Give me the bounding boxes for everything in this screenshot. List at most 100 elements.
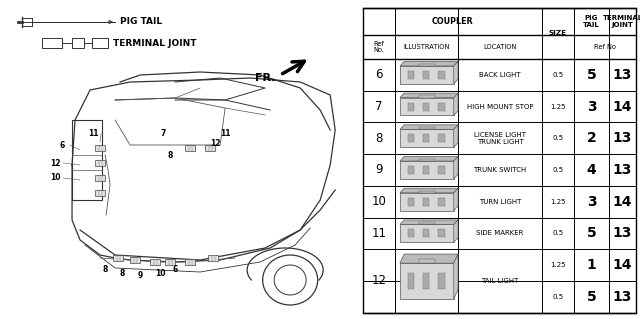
Bar: [419, 222, 435, 225]
Text: 5: 5: [587, 226, 596, 241]
Text: 11: 11: [220, 129, 230, 137]
Text: Ref No: Ref No: [594, 44, 616, 50]
Text: TURN LIGHT: TURN LIGHT: [479, 199, 521, 205]
Bar: [95, 160, 105, 166]
Text: 1: 1: [587, 258, 596, 272]
Bar: [423, 134, 429, 142]
Polygon shape: [400, 220, 458, 225]
Bar: [150, 259, 160, 265]
Text: 10: 10: [371, 195, 387, 208]
Text: 8: 8: [375, 132, 383, 145]
Bar: [438, 229, 445, 237]
FancyBboxPatch shape: [400, 193, 454, 211]
Bar: [113, 255, 123, 261]
Polygon shape: [454, 62, 458, 84]
FancyBboxPatch shape: [400, 130, 454, 147]
Text: LICENSE LIGHT
TRUNK LIGHT: LICENSE LIGHT TRUNK LIGHT: [474, 132, 526, 145]
Bar: [423, 273, 429, 289]
Text: 12: 12: [50, 159, 60, 167]
Bar: [423, 103, 429, 111]
Text: 12: 12: [371, 274, 387, 287]
Bar: [423, 229, 429, 237]
Polygon shape: [454, 220, 458, 242]
Text: 14: 14: [612, 195, 632, 209]
Bar: [165, 259, 175, 265]
Text: 9: 9: [138, 271, 143, 279]
Text: 7: 7: [161, 129, 166, 137]
Bar: [42, 38, 62, 48]
Text: 1.25: 1.25: [550, 262, 566, 268]
Text: TERMINAL
JOINT: TERMINAL JOINT: [602, 15, 640, 28]
Text: LOCATION: LOCATION: [483, 44, 516, 50]
Bar: [205, 145, 215, 151]
Bar: [72, 38, 84, 48]
Text: PIG TAIL: PIG TAIL: [120, 18, 162, 26]
Bar: [408, 198, 413, 206]
Text: 10: 10: [155, 269, 165, 278]
Text: SIDE MARKER: SIDE MARKER: [476, 230, 524, 236]
Bar: [408, 134, 413, 142]
Text: 8: 8: [168, 151, 173, 160]
Text: Ref
No.: Ref No.: [374, 41, 385, 53]
Text: ILLUSTRATION: ILLUSTRATION: [404, 44, 450, 50]
Polygon shape: [454, 188, 458, 211]
Text: TRUNK SWITCH: TRUNK SWITCH: [474, 167, 527, 173]
Text: 13: 13: [613, 226, 632, 241]
Text: 2: 2: [587, 131, 596, 145]
Polygon shape: [454, 254, 458, 299]
Bar: [95, 175, 105, 181]
Text: FR.: FR.: [255, 73, 275, 83]
Text: 1.25: 1.25: [550, 104, 566, 109]
Bar: [419, 64, 435, 66]
Bar: [185, 259, 195, 265]
FancyBboxPatch shape: [400, 161, 454, 179]
Bar: [419, 95, 435, 98]
Text: 7: 7: [375, 100, 383, 113]
Text: 12: 12: [210, 138, 220, 147]
Bar: [92, 38, 108, 48]
Bar: [423, 71, 429, 79]
FancyBboxPatch shape: [400, 263, 454, 299]
Text: 6: 6: [60, 140, 65, 150]
Polygon shape: [400, 254, 458, 263]
Bar: [419, 127, 435, 130]
Bar: [185, 145, 195, 151]
FancyBboxPatch shape: [400, 98, 454, 115]
Text: 0.5: 0.5: [552, 135, 563, 141]
Bar: [423, 198, 429, 206]
Bar: [408, 166, 413, 174]
Bar: [72, 120, 102, 200]
Bar: [130, 257, 140, 263]
Text: 1.25: 1.25: [550, 199, 566, 205]
Bar: [438, 134, 445, 142]
Bar: [438, 103, 445, 111]
Text: 0.5: 0.5: [552, 294, 563, 300]
Text: 0.5: 0.5: [552, 167, 563, 173]
Text: SIZE: SIZE: [548, 31, 567, 36]
Bar: [95, 190, 105, 196]
Bar: [95, 145, 105, 151]
Bar: [419, 190, 435, 193]
Text: TAIL LIGHT: TAIL LIGHT: [481, 278, 518, 284]
Text: 3: 3: [587, 100, 596, 114]
Text: 10: 10: [50, 174, 60, 182]
Ellipse shape: [262, 255, 317, 305]
Text: 4: 4: [587, 163, 596, 177]
Polygon shape: [454, 93, 458, 115]
Bar: [408, 103, 413, 111]
Text: 14: 14: [612, 100, 632, 114]
Text: TERMINAL JOINT: TERMINAL JOINT: [113, 39, 196, 48]
Polygon shape: [400, 157, 458, 161]
Bar: [208, 255, 218, 261]
Bar: [438, 166, 445, 174]
Text: 5: 5: [587, 68, 596, 82]
Text: 5: 5: [587, 290, 596, 304]
Polygon shape: [400, 62, 458, 66]
Text: 13: 13: [613, 131, 632, 145]
Polygon shape: [400, 125, 458, 130]
Text: COUPLER: COUPLER: [431, 17, 473, 26]
Text: 3: 3: [587, 195, 596, 209]
Text: 6: 6: [375, 68, 383, 81]
Text: 13: 13: [613, 68, 632, 82]
Bar: [438, 273, 445, 289]
